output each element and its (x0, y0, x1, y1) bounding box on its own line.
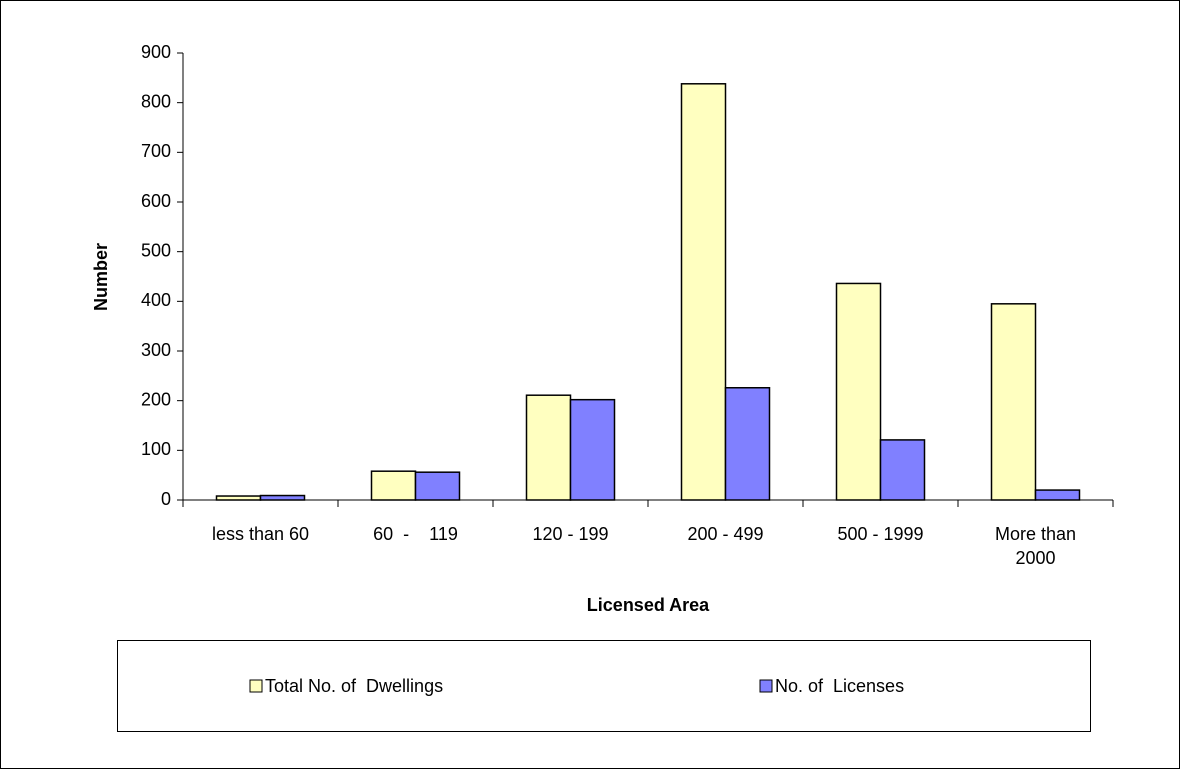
y-tick-label: 300 (141, 340, 171, 360)
y-axis-title: Number (91, 243, 111, 311)
x-tick-label: 500 - 1999 (837, 524, 924, 544)
x-tick-label: 120 - 199 (532, 524, 609, 544)
y-tick-label: 100 (141, 439, 171, 459)
bar (414, 471, 461, 501)
bar (879, 439, 926, 501)
bar (724, 387, 771, 501)
y-tick-label: 700 (141, 141, 171, 161)
y-tick-label: 0 (161, 489, 171, 509)
x-tick-label: 200 - 499 (687, 524, 764, 544)
y-tick-label: 800 (141, 91, 171, 111)
y-tick-label: 600 (141, 191, 171, 211)
x-tick-label: less than 60 (211, 524, 310, 544)
legend-label: Total No. of Dwellings (265, 676, 443, 696)
y-tick-label: 200 (141, 389, 171, 409)
bar (370, 470, 417, 501)
x-tick-label: More than 2000 (994, 524, 1082, 568)
x-axis-title: Licensed Area (587, 595, 710, 615)
x-tick-label: 60 - 119 (373, 524, 458, 544)
legend-label: No. of Licenses (775, 676, 904, 696)
bar (990, 303, 1037, 501)
legend-swatch (759, 679, 773, 693)
bar (835, 282, 882, 501)
bar (525, 394, 572, 501)
bar (680, 83, 727, 501)
y-tick-label: 400 (141, 290, 171, 310)
bar (569, 398, 616, 501)
bar (259, 494, 306, 501)
legend-swatch (249, 679, 263, 693)
y-tick-label: 500 (141, 240, 171, 260)
bar (1034, 489, 1081, 501)
y-tick-label: 900 (141, 42, 171, 62)
bar (215, 495, 262, 501)
legend-box (117, 640, 1091, 732)
